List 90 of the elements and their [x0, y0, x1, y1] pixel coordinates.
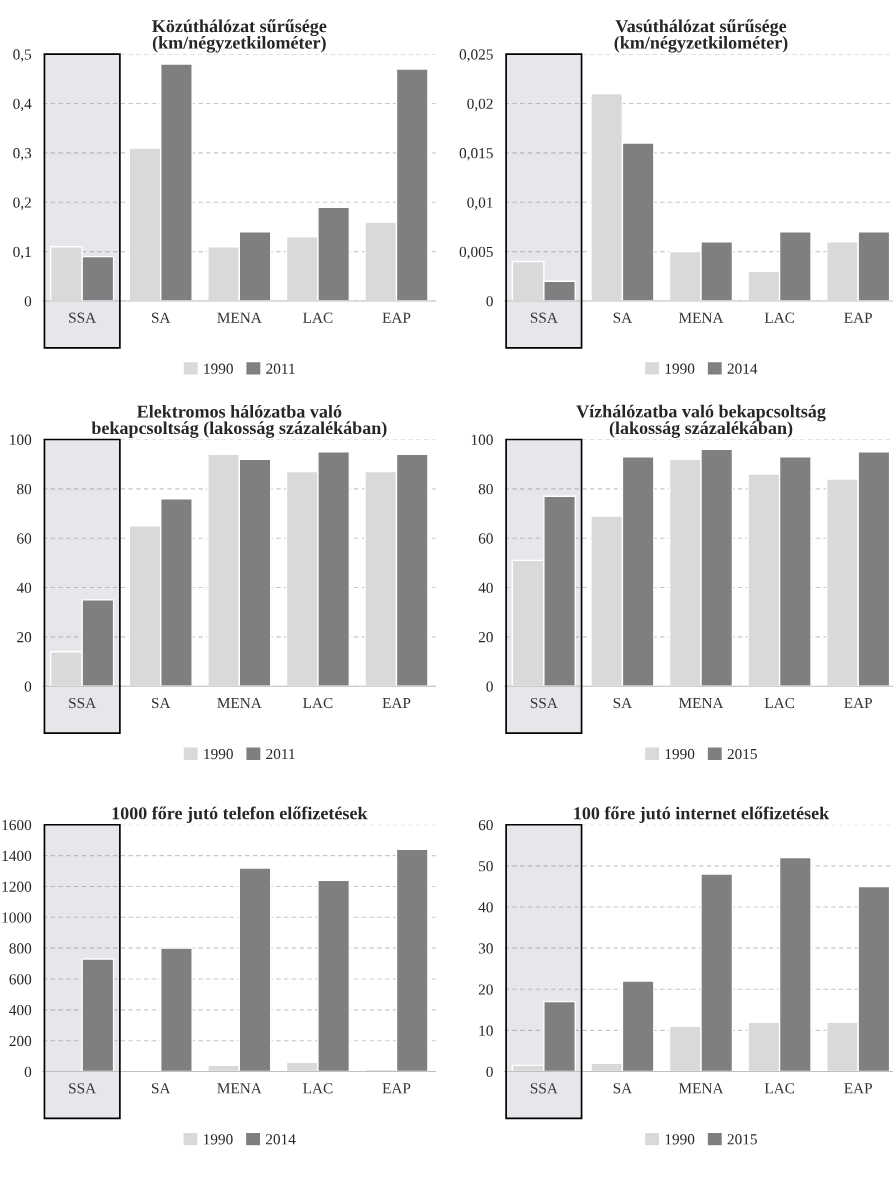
chart-title: Vízhálózatba való bekapcsoltság (lakosság százalékában) [576, 404, 826, 438]
x-tick-label: LAC [764, 1083, 795, 1094]
legend-label: 1990 [204, 1134, 233, 1145]
x-tick-label: SSA [530, 312, 558, 323]
y-tick-label: 60 [478, 533, 493, 544]
legend-label: 1990 [665, 748, 695, 760]
x-tick-label: SA [152, 697, 171, 709]
y-tick-label: 100 [10, 434, 32, 445]
y-tick-label: 0 [24, 1066, 32, 1078]
x-tick-label: SA [613, 312, 633, 323]
x-tick-label: LAC [303, 1083, 333, 1094]
x-tick-label: EAP [382, 1083, 411, 1094]
y-tick-label: 0,1 [13, 246, 31, 260]
x-tick-label: EAP [382, 697, 411, 708]
x-tick-label: LAC [764, 697, 795, 709]
y-tick-label: 20 [478, 632, 493, 643]
legend-label: 2011 [266, 363, 295, 374]
x-tick-label: SA [613, 697, 633, 709]
x-tick-label: MENA [678, 1083, 724, 1094]
legend-label: 2011 [266, 748, 295, 760]
y-tick-label: 80 [17, 483, 32, 495]
x-tick-label: MENA [678, 697, 724, 708]
chart-title: 100 főre jutó internet előfizetések [574, 806, 830, 824]
y-tick-label: 600 [9, 974, 32, 985]
x-tick-label: EAP [844, 1083, 872, 1094]
legend-label: 1990 [204, 748, 233, 760]
chart-title: Közúthálózat sűrűsége (km/négyzetkilométer) [152, 19, 327, 53]
x-tick-label: MENA [217, 697, 262, 708]
bar [160, 947, 193, 1072]
y-tick-label: 50 [479, 861, 493, 872]
y-tick-label: 0 [24, 296, 32, 307]
x-tick-label: LAC [764, 312, 795, 323]
y-tick-label: 60 [17, 533, 32, 544]
y-tick-label: 100 [471, 434, 493, 445]
y-tick-label: 40 [16, 582, 32, 593]
x-tick-label: SSA [69, 312, 97, 323]
x-tick-label: EAP [844, 312, 872, 323]
legend-label: 1990 [665, 1134, 695, 1145]
y-tick-label: 0 [486, 296, 493, 307]
y-tick-label: 10 [479, 1025, 493, 1036]
y-tick-label: 0,025 [459, 49, 493, 62]
x-tick-label: SA [613, 1083, 633, 1094]
y-tick-label: 1000 [2, 912, 32, 923]
x-tick-label: LAC [303, 697, 333, 709]
bar [81, 958, 115, 1072]
x-tick-label: SA [152, 1083, 171, 1094]
legend-label: 2015 [727, 1134, 757, 1145]
x-tick-label: EAP [382, 312, 411, 323]
y-tick-label: 0,5 [13, 49, 32, 62]
y-tick-label: 80 [478, 483, 493, 495]
x-tick-label: MENA [678, 312, 724, 323]
chart-title: 1000 főre jutó telefon előfizetések [112, 806, 368, 824]
legend-label: 2014 [727, 363, 758, 374]
y-tick-label: 0 [486, 1066, 493, 1078]
x-tick-label: LAC [303, 312, 333, 323]
y-tick-label: 20 [478, 984, 493, 995]
y-tick-label: 40 [478, 582, 493, 593]
y-tick-label: 0,2 [13, 197, 31, 210]
x-tick-label: MENA [217, 312, 262, 323]
y-tick-label: 1200 [2, 881, 32, 892]
y-tick-label: 800 [9, 943, 32, 954]
y-tick-label: 0 [486, 681, 493, 692]
y-tick-label: 20 [17, 632, 32, 643]
legend-label: 1990 [665, 363, 695, 374]
chart-title: Elektromos hálózatba való bekapcsoltság (lakosság százalékában) [91, 404, 387, 438]
y-tick-label: 60 [478, 819, 493, 831]
y-tick-label: 200 [9, 1035, 32, 1047]
y-tick-label: 30 [478, 943, 493, 954]
x-tick-label: SSA [69, 1083, 97, 1094]
y-tick-label: 0,01 [467, 197, 493, 210]
y-tick-label: 1400 [2, 850, 32, 862]
x-tick-label: MENA [217, 1083, 262, 1094]
legend-label: 1990 [204, 363, 233, 374]
y-tick-label: 0,3 [13, 148, 32, 161]
y-tick-label: 40 [478, 902, 493, 913]
chart-title: Vasúthálózat sűrűsége (km/négyzetkilométer) [614, 19, 788, 53]
x-tick-label: SSA [530, 697, 558, 709]
legend-label: 2014 [265, 1134, 296, 1145]
y-tick-label: 0,005 [459, 246, 493, 260]
y-tick-label: 400 [9, 1005, 32, 1016]
x-tick-label: EAP [844, 697, 872, 708]
x-tick-label: SA [152, 312, 171, 323]
y-tick-label: 0,015 [459, 148, 493, 161]
x-tick-label: SSA [530, 1083, 558, 1094]
legend-label: 2015 [727, 748, 757, 760]
y-tick-label: 0,02 [467, 98, 493, 112]
x-tick-label: SSA [69, 697, 97, 709]
y-tick-label: 0 [24, 681, 32, 692]
y-tick-label: 0,4 [13, 98, 32, 112]
y-tick-label: 1600 [2, 819, 32, 831]
